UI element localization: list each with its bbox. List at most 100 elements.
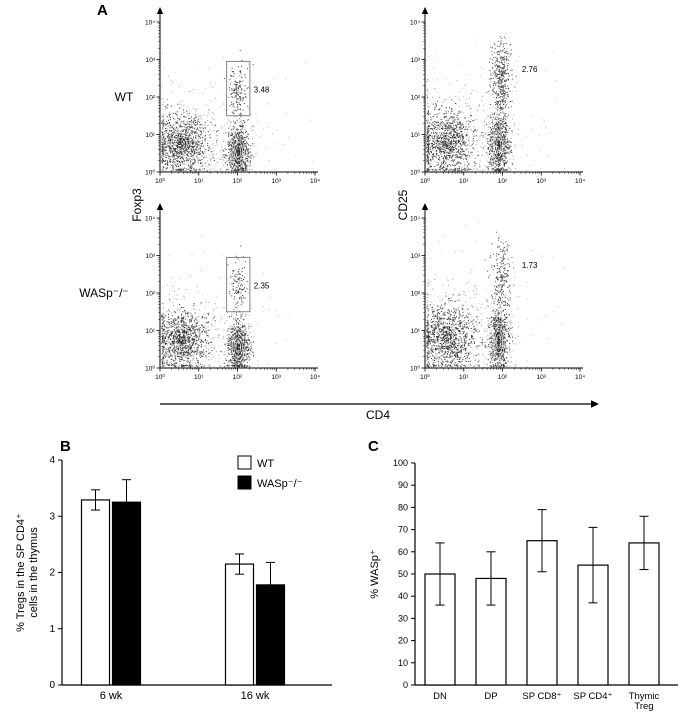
density-contour [235, 145, 242, 158]
scatter-points [426, 293, 491, 368]
gate-rect [226, 60, 251, 117]
x-tick-label: 10⁰ [155, 177, 165, 185]
y-tick-label: 10² [411, 94, 421, 101]
gate-rect [226, 256, 251, 313]
x-category-label: Treg [634, 701, 653, 712]
y-tick-label: 20 [398, 636, 408, 646]
scatter-points [486, 112, 513, 172]
y-tick-label: 10² [411, 290, 421, 297]
scatter-points [426, 250, 517, 368]
y-tick-label: 10² [146, 290, 156, 297]
y-tick-label: 10³ [146, 253, 156, 260]
legend-swatch [237, 475, 252, 490]
y-axis-title: % WASp⁺ [369, 549, 381, 599]
gate-value: 2.76 [522, 65, 538, 74]
y-tick-label: 90 [398, 480, 408, 490]
panel-c-label: C [368, 438, 379, 455]
y-axis-arrow [421, 7, 429, 14]
density-contour [230, 329, 247, 366]
scatter-points [220, 314, 255, 368]
y-tick-label: 40 [398, 591, 408, 601]
density-contour [492, 129, 505, 162]
density-contour [495, 138, 502, 153]
scatter-points [161, 100, 270, 172]
y-tick-label: 50 [398, 569, 408, 579]
y-axis-arrow [156, 203, 164, 210]
y-tick-label: 60 [398, 547, 408, 557]
legend-label: WASp⁻/⁻ [257, 478, 303, 490]
density-contour [231, 333, 245, 362]
y-tick-label: 10³ [146, 57, 156, 64]
tregs-bar-chart: 0 1 2 3 4 6 wk 16 wk % Tregs in the SP CD4⁺cell… [15, 455, 332, 702]
y-tick-label: 10¹ [411, 132, 421, 139]
density-contour [162, 318, 200, 362]
scatter-points [426, 79, 519, 172]
density-contour [434, 324, 458, 352]
y-tick-label: 0 [403, 680, 408, 690]
y-tick-label: 0 [49, 680, 55, 691]
density-contour [167, 127, 196, 161]
panel-b-label: B [60, 438, 71, 455]
scatter-points [426, 221, 565, 367]
y-tick-label: 10³ [411, 57, 421, 64]
x-tick-label: 10¹ [459, 374, 469, 381]
density-contour [233, 141, 243, 162]
x-tick-label: 10³ [537, 178, 547, 185]
bar [80, 499, 111, 686]
y-tick-label: 100 [393, 458, 408, 468]
y-tick-label: 10⁰ [145, 364, 155, 372]
y-tick-label: 10⁰ [410, 364, 420, 372]
y-tick-label: 10⁰ [145, 168, 155, 176]
bar [224, 563, 255, 686]
x-category-label: SP CD8⁺ [522, 691, 561, 702]
y-tick-label: 1 [49, 624, 55, 635]
y-tick-label: 10⁴ [145, 19, 155, 26]
x-category-label: DP [484, 691, 497, 702]
density-contour [425, 314, 468, 362]
scatter-points [227, 245, 251, 315]
scatter-points [486, 36, 513, 156]
x-tick-label: 10¹ [459, 178, 469, 185]
cd4-arrowhead [591, 400, 599, 408]
x-category-label: DN [433, 691, 447, 702]
x-tick-label: 10² [233, 374, 243, 381]
cd4-axis-label: CD4 [365, 408, 390, 422]
scatter-points [161, 75, 237, 172]
x-tick-label: 10¹ [194, 178, 204, 185]
density-contour [430, 123, 463, 161]
scatter-points [426, 39, 566, 171]
density-contour [434, 128, 458, 156]
legend-swatch [237, 455, 252, 470]
density-contour [494, 134, 503, 158]
bar [526, 540, 558, 686]
density-contour [175, 136, 188, 151]
gate-value: 2.35 [254, 282, 270, 291]
x-tick-label: 10¹ [194, 374, 204, 381]
y-tick-label: 10¹ [146, 132, 156, 139]
y-tick-label: 10⁰ [410, 168, 420, 176]
gate-value: 1.73 [522, 261, 538, 270]
x-tick-label: 10⁴ [575, 178, 585, 185]
x-category-label: 6 wk [100, 690, 123, 702]
x-tick-label: 10⁴ [310, 374, 320, 381]
density-contour [233, 337, 243, 358]
flow-row-label-wasp: WASp⁻/⁻ [79, 286, 129, 300]
density-contour [430, 319, 463, 357]
scatter-points [489, 36, 517, 88]
y-tick-label: 30 [398, 613, 408, 623]
y-axis-arrow [156, 7, 164, 14]
density-contour [235, 341, 242, 354]
y-tick-label: 80 [398, 502, 408, 512]
y-tick-label: 10⁴ [145, 215, 155, 222]
x-category-label: SP CD4⁺ [573, 691, 612, 702]
density-contour [175, 332, 188, 347]
x-tick-label: 10⁰ [155, 373, 165, 381]
x-category-label: 16 wk [241, 690, 270, 702]
density-contour [231, 137, 245, 166]
bar [111, 501, 142, 686]
y-tick-label: 10 [398, 658, 408, 668]
y-tick-label: 10⁴ [410, 215, 420, 222]
